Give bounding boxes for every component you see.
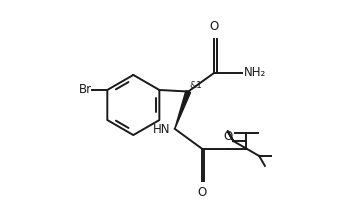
Text: Br: Br xyxy=(79,84,92,96)
Text: O: O xyxy=(210,20,219,33)
Text: O: O xyxy=(223,130,232,143)
Text: O: O xyxy=(197,186,206,199)
Text: NH₂: NH₂ xyxy=(244,66,266,79)
Text: &1: &1 xyxy=(189,81,202,90)
Polygon shape xyxy=(175,91,190,129)
Text: HN: HN xyxy=(153,123,171,136)
